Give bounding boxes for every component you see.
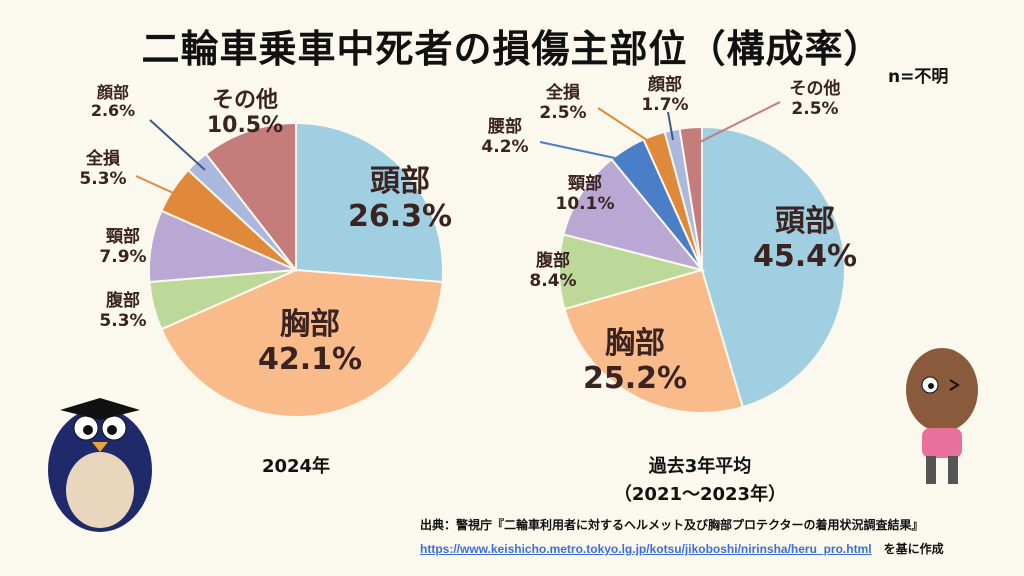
label-name: 顔部 xyxy=(96,83,129,102)
label-value: 5.3% xyxy=(79,168,127,189)
pie-slice-1-3 xyxy=(562,157,705,272)
label-value: 45.4% xyxy=(752,238,858,274)
label-head-2024: 頭部 26.3% xyxy=(340,164,460,234)
label-value: 2.5% xyxy=(791,98,839,119)
pie-slice-0-0 xyxy=(295,121,444,284)
leader-line-5 xyxy=(691,101,781,147)
caption-avg: 過去3年平均 xyxy=(648,456,752,477)
source-link-line: https://www.keishicho.metro.tokyo.lg.jp/… xyxy=(420,540,944,557)
pie-slice-1-1 xyxy=(563,268,745,414)
label-name: 全損 xyxy=(546,83,580,103)
label-value: 26.3% xyxy=(347,198,453,234)
label-name: 頭部 xyxy=(370,164,430,199)
label-face-avg: 顔部 1.7% xyxy=(630,75,700,115)
source-suffix: を基に作成 xyxy=(883,542,944,556)
chart-title: 二輪車乗車中死者の損傷主部位（構成率） xyxy=(141,27,883,71)
caption-avg-years: （2021～2023年） xyxy=(613,484,787,505)
label-value: 5.3% xyxy=(99,310,147,331)
leader-line-2 xyxy=(597,107,651,143)
label-neck-2024: 頸部 7.9% xyxy=(88,227,158,267)
label-head-avg: 頭部 45.4% xyxy=(740,204,870,274)
pie-slice-0-1 xyxy=(160,268,444,418)
label-value: 2.6% xyxy=(90,101,136,121)
label-value: 42.1% xyxy=(257,341,363,377)
label-value: 1.7% xyxy=(641,94,689,115)
sample-size-note: n=不明 xyxy=(888,67,949,87)
label-neck-avg: 頸部 10.1% xyxy=(545,174,625,214)
label-value: 2.5% xyxy=(539,102,587,123)
label-name: 胸部 xyxy=(280,307,340,342)
label-waist-avg: 腰部 4.2% xyxy=(470,117,540,157)
label-name: その他 xyxy=(789,79,841,99)
pie-slice-1-0 xyxy=(701,125,846,409)
label-name: 顔部 xyxy=(648,75,682,95)
label-name: 頭部 xyxy=(775,204,835,239)
label-name: 頸部 xyxy=(568,174,602,194)
label-name: 腰部 xyxy=(488,117,522,137)
source-link[interactable]: https://www.keishicho.metro.tokyo.lg.jp/… xyxy=(420,542,872,556)
label-name: 腹部 xyxy=(536,251,570,271)
label-value: 4.2% xyxy=(481,136,529,157)
label-face-2024: 顔部 2.6% xyxy=(78,83,148,121)
leader-line-3 xyxy=(539,141,616,159)
label-abdomen-2024: 腹部 5.3% xyxy=(88,291,158,331)
label-name: 胸部 xyxy=(605,326,665,361)
label-name: 全損 xyxy=(86,149,120,169)
label-abdomen-avg: 腹部 8.4% xyxy=(518,251,588,291)
pie-slice-1-7 xyxy=(678,125,703,271)
label-chest-2024: 胸部 42.1% xyxy=(245,307,375,377)
label-value: 7.9% xyxy=(99,246,147,267)
label-name: 腹部 xyxy=(106,291,140,311)
label-value: 10.5% xyxy=(206,113,284,139)
label-chest-avg: 胸部 25.2% xyxy=(570,326,700,396)
girl-mascot xyxy=(906,348,978,484)
pie-slice-0-6 xyxy=(204,121,297,273)
caption-2024: 2024年 xyxy=(261,456,331,477)
label-total-avg: 全損 2.5% xyxy=(528,83,598,123)
label-value: 8.4% xyxy=(529,270,577,291)
label-other-avg: その他 2.5% xyxy=(775,79,855,119)
label-name: 頸部 xyxy=(106,227,140,247)
label-name: その他 xyxy=(211,88,278,113)
leader-line-1 xyxy=(135,175,181,197)
label-other-2024: その他 10.5% xyxy=(195,88,295,139)
label-value: 25.2% xyxy=(582,360,688,396)
leader-line-4 xyxy=(667,111,674,141)
label-value: 10.1% xyxy=(555,193,615,214)
label-total-2024: 全損 5.3% xyxy=(68,149,138,189)
penguin-mascot xyxy=(48,398,152,532)
leader-line-0 xyxy=(149,119,206,171)
source-text: 出典：警視庁『二輪車利用者に対するヘルメット及び胸部プロテクターの着用状況調査結… xyxy=(420,518,924,532)
